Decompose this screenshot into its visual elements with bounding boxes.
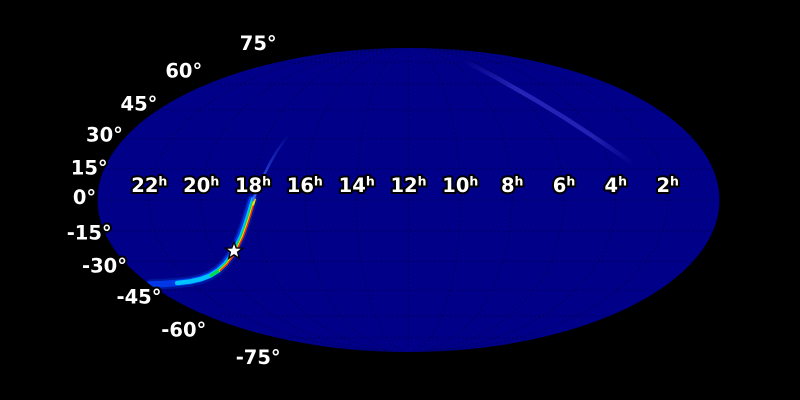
- dec-label-75: 75°: [240, 32, 277, 55]
- graticule-meridian: [356, 48, 403, 352]
- dec-label--30: -30°: [82, 255, 127, 278]
- ra-label-18h: 18h: [235, 174, 271, 198]
- dec-label--75: -75°: [236, 346, 281, 369]
- graticule-meridian: [200, 48, 386, 352]
- faint-secondary-ridge: [460, 57, 637, 167]
- dec-label--60: -60°: [161, 318, 206, 341]
- ra-label-12h: 12h: [390, 174, 426, 198]
- ra-label-2h: 2h: [656, 174, 678, 198]
- dec-label-30: 30°: [86, 123, 123, 146]
- graticule-meridian: [437, 48, 669, 352]
- dec-label--15: -15°: [67, 222, 112, 245]
- star-marker-icon: [223, 240, 245, 260]
- dec-tick-labels: 75° 60° 45° 30° 15° 0° -15° -30° -45° -60° -75°: [65, 30, 283, 371]
- dec-label-15: 15°: [71, 156, 108, 179]
- ra-label-4h: 4h: [605, 174, 627, 198]
- dec-label-0: 0°: [73, 186, 96, 209]
- ra-label-6h: 6h: [553, 174, 575, 198]
- localization-arc-red: [219, 205, 254, 272]
- ra-label-8h: 8h: [501, 174, 523, 198]
- faint-arc-extension: [251, 132, 291, 202]
- dec-label-45: 45°: [121, 92, 158, 115]
- ra-label-14h: 14h: [339, 174, 375, 198]
- ra-label-20h: 20h: [183, 174, 219, 198]
- graticule-meridian: [252, 48, 392, 352]
- ra-tick-labels: 22h 20h 18h 16h 14h 12h 10h 8h 6h 4h 2h: [129, 172, 681, 200]
- ra-label-22h: 22h: [131, 174, 167, 198]
- dec-label-60: 60°: [165, 60, 202, 83]
- ra-label-10h: 10h: [442, 174, 478, 198]
- dec-label--45: -45°: [117, 286, 162, 309]
- graticule-meridian: [148, 48, 380, 352]
- ra-label-16h: 16h: [287, 174, 323, 198]
- graticule-meridian: [414, 48, 461, 352]
- graticule-meridian: [431, 48, 617, 352]
